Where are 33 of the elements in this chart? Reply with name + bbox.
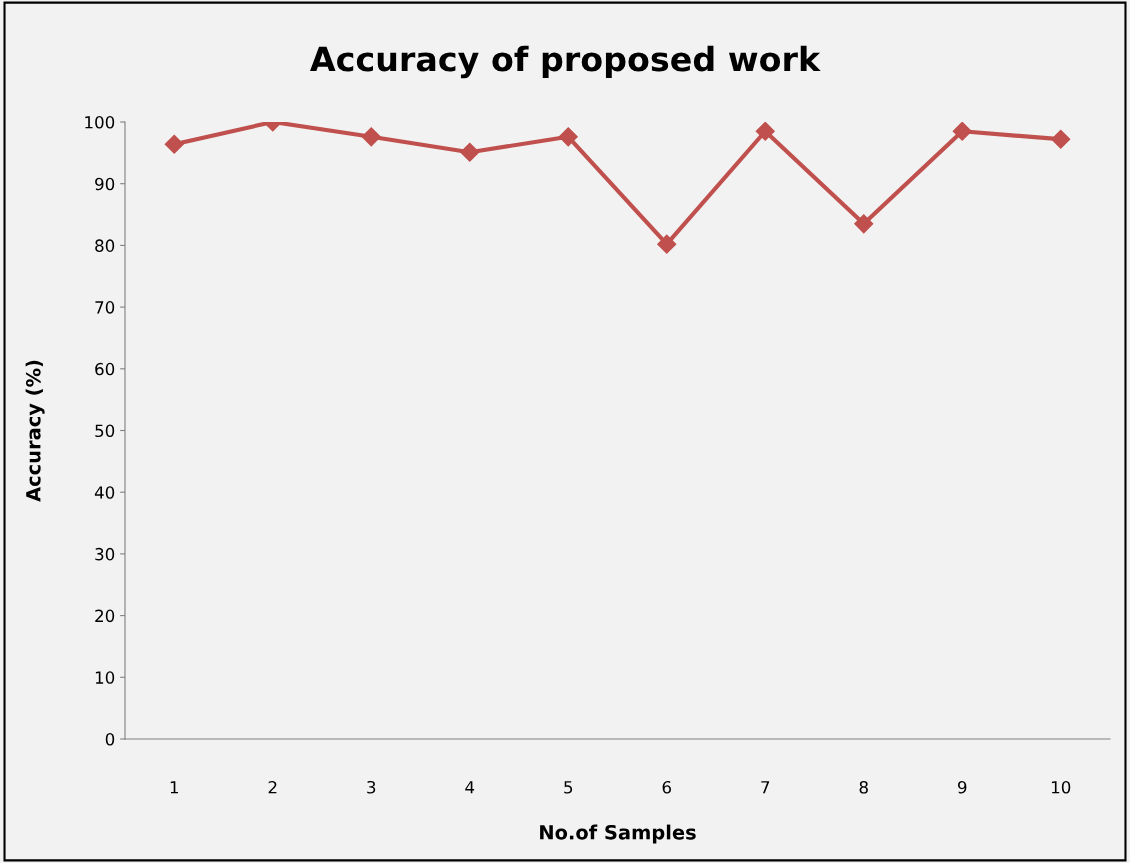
y-tick-label: 60 xyxy=(95,362,115,376)
point xyxy=(1051,129,1071,149)
point xyxy=(164,134,184,154)
x-tick-label: 9 xyxy=(958,780,967,794)
point xyxy=(657,234,677,254)
x-tick-label: 7 xyxy=(761,781,770,794)
x-tick-label: 6 xyxy=(662,780,671,794)
chart-title: Accuracy of proposed work xyxy=(310,45,821,79)
point xyxy=(558,127,578,147)
x-tick-label: 10 xyxy=(1051,780,1071,794)
y-tick-label: 80 xyxy=(95,239,115,252)
x-tick-label: 4 xyxy=(465,781,475,794)
point xyxy=(755,122,775,141)
x-tick-label: 3 xyxy=(367,780,376,794)
x-tick-label: 2 xyxy=(268,780,277,794)
point xyxy=(361,127,381,147)
y-tick-label: 40 xyxy=(94,486,115,499)
y-tick-label: 50 xyxy=(95,424,115,438)
y-tick-label: 100 xyxy=(85,115,115,129)
x-tick-label: 8 xyxy=(859,780,868,794)
x-tick-label: 5 xyxy=(564,781,573,794)
y-axis-title: Accuracy (%) xyxy=(25,360,45,502)
point xyxy=(460,142,480,162)
x-tick-label: 1 xyxy=(170,781,179,794)
point xyxy=(952,122,972,141)
y-tick-label: 20 xyxy=(95,609,115,623)
y-tick-label: 90 xyxy=(95,177,115,191)
point xyxy=(854,214,874,234)
y-tick-label: 0 xyxy=(105,732,115,746)
y-tick-label: 30 xyxy=(95,547,115,561)
x-axis-title: No.of Samples xyxy=(540,824,696,844)
y-tick-label: 10 xyxy=(95,671,115,684)
y-tick-label: 70 xyxy=(95,301,115,314)
